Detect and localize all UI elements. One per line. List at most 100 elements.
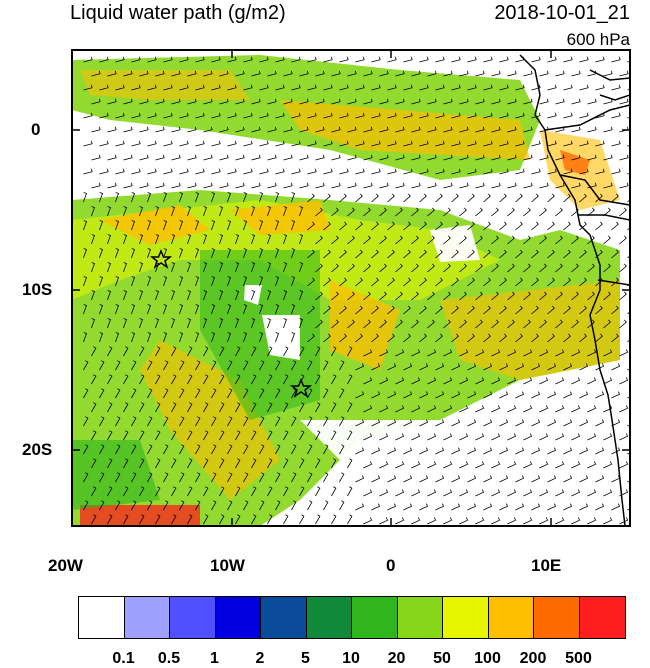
wind-barb (115, 444, 121, 455)
wind-barb (395, 319, 403, 329)
colorbar-label: 2 (255, 650, 265, 667)
wind-barb (395, 70, 405, 77)
wind-barb (419, 305, 427, 315)
wind-barb (459, 70, 469, 77)
wind-barb (323, 500, 329, 511)
wind-barb (235, 154, 245, 161)
wind-barb (611, 277, 619, 287)
wind-barb (163, 168, 173, 175)
wind-barb (171, 430, 177, 441)
colorbar-label: 0.1 (112, 650, 135, 667)
wind-barb (211, 220, 216, 231)
wind-barb (91, 126, 101, 133)
wind-barb (635, 99, 644, 104)
wind-barb (99, 276, 104, 287)
wind-barb (123, 318, 128, 329)
wind-barb (339, 416, 345, 427)
wind-barb (91, 430, 97, 441)
wind-barb (339, 360, 345, 371)
wind-barb (123, 430, 129, 441)
wind-barb (619, 349, 629, 357)
wind-barb (531, 168, 541, 175)
wind-barb (579, 84, 589, 91)
wind-barb (387, 277, 395, 287)
wind-barb (107, 430, 113, 441)
wind-barb (587, 263, 595, 273)
wind-barb (579, 447, 589, 455)
wind-barb (195, 500, 201, 511)
wind-barb (307, 221, 315, 231)
wind-barb (91, 98, 101, 105)
wind-barb (179, 304, 184, 315)
wind-barb (227, 220, 232, 231)
wind-barb (555, 461, 565, 469)
wind-barb (371, 168, 381, 175)
wind-barb (555, 433, 565, 441)
wind-barb (291, 360, 297, 371)
wind-barb (539, 377, 549, 385)
wind-barb (419, 84, 429, 91)
wind-barb (563, 475, 573, 483)
wind-barb (363, 433, 373, 441)
wind-barb (211, 332, 216, 343)
wind-barb (587, 517, 597, 525)
wind-barb (347, 235, 355, 245)
wind-barb (131, 56, 141, 63)
wind-barb (195, 168, 205, 175)
wind-barb (243, 332, 248, 343)
wind-barb (163, 276, 168, 287)
wind-barb (619, 517, 629, 525)
wind-barb (227, 84, 237, 91)
wind-barb (371, 419, 381, 427)
wind-barb (491, 207, 499, 217)
wind-barb (483, 333, 491, 343)
wind-barb (203, 70, 213, 77)
wind-barb (243, 444, 249, 455)
wind-barb (475, 377, 485, 385)
wind-barb (187, 318, 192, 329)
wind-barb (171, 374, 177, 385)
wind-barb (427, 98, 437, 105)
wind-barb (403, 333, 411, 343)
wind-barb (203, 318, 208, 329)
wind-barb (467, 475, 477, 483)
wind-barb (227, 416, 233, 427)
wind-barb (299, 290, 304, 301)
wind-barb (427, 319, 435, 329)
wind-barb (155, 206, 160, 217)
wind-barb (499, 84, 509, 91)
wind-barb (363, 235, 371, 245)
wind-barb (523, 405, 533, 413)
wind-barb (491, 433, 501, 441)
wind-barb (163, 472, 169, 483)
wind-barb (235, 374, 241, 385)
wind-barb (467, 503, 477, 511)
wind-barb (451, 112, 461, 119)
wind-barb (243, 360, 249, 371)
wind-barb (611, 168, 621, 175)
wind-barb (139, 262, 144, 273)
wind-barb (579, 140, 589, 147)
wind-barb (147, 248, 152, 259)
wind-barb (243, 220, 248, 231)
wind-barb (251, 458, 257, 469)
wind-barb (563, 84, 573, 91)
wind-barb (179, 472, 185, 483)
wind-barb (531, 305, 539, 315)
wind-barb (99, 140, 109, 147)
wind-barb (203, 514, 209, 525)
wind-barb (467, 333, 475, 343)
wind-barb (243, 112, 253, 119)
wind-barb (163, 332, 168, 343)
wind-barb (547, 84, 557, 91)
wind-barb (115, 168, 125, 175)
wind-barb (563, 391, 573, 399)
wind-barb (99, 500, 105, 511)
wind-barb (155, 402, 161, 413)
wind-barb (299, 402, 305, 413)
wind-barb (475, 461, 485, 469)
wind-barb (147, 500, 153, 511)
wind-barb (347, 346, 353, 357)
wind-barb (211, 168, 221, 175)
wind-barb (571, 70, 581, 77)
